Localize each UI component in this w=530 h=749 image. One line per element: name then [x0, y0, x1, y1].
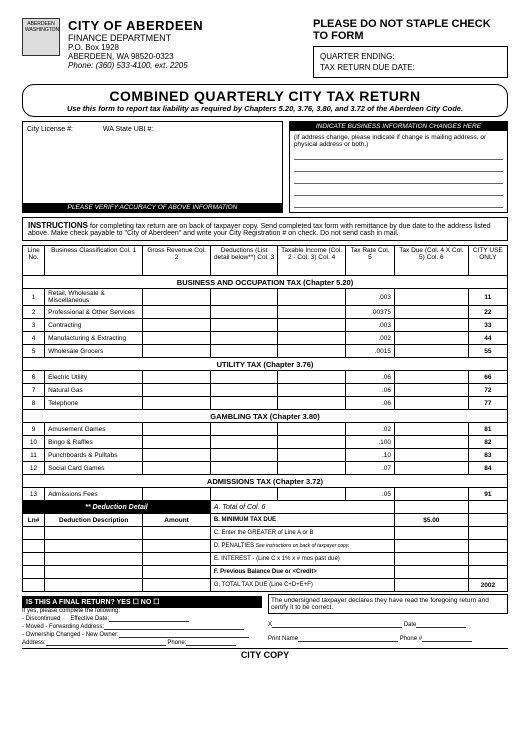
dept-name: FINANCE DEPARTMENT: [68, 33, 305, 43]
quarter-ending: QUARTER ENDING:: [320, 52, 501, 61]
sect-util: UTILITY TAX (Chapter 3.76): [23, 358, 508, 371]
sum-b-val: $5.00: [395, 514, 469, 527]
col-rate: Tax Rate Col. 5: [345, 246, 394, 276]
table-row: 4Manufacturing & Extracting.00244: [23, 332, 508, 345]
table-row: 10Bingo & Raffles.10082: [23, 436, 508, 449]
form-subtitle: Use this form to report tax liability as…: [29, 104, 501, 113]
table-header: Line No. Business Classification Col. 1 …: [23, 246, 508, 276]
col-inc: Taxable Income (Col. 2 - Col. 3) Col. 4: [278, 246, 346, 276]
col-line: Line No.: [23, 246, 45, 276]
instr-bold: INSTRUCTIONS: [28, 221, 88, 230]
changes-box: INDICATE BUSINESS INFORMATION CHANGES HE…: [289, 121, 508, 213]
staple-warning: PLEASE DO NOT STAPLE CHECK TO FORM: [313, 18, 508, 42]
org-block: CITY OF ABERDEEN FINANCE DEPARTMENT P.O.…: [68, 18, 305, 78]
final-section: IS THIS A FINAL RETURN? YES ☐ NO ☐ If ye…: [22, 594, 508, 646]
ded-subhdr: Ln# Deduction Description Amount B. MINI…: [23, 514, 508, 527]
title-bar: COMBINED QUARTERLY CITY TAX RETURN Use t…: [22, 84, 508, 117]
table-row: 2Professional & Other Services.0037522: [23, 306, 508, 319]
col-class: Business Classification Col. 1: [45, 246, 143, 276]
sum-g-code: 2002: [468, 579, 507, 592]
instructions: INSTRUCTIONS for completing tax return a…: [22, 217, 508, 241]
tax-form-page: ABERDEEN WASHINGTON CITY OF ABERDEEN FIN…: [0, 0, 530, 749]
table-row: 1Retail, Wholesale & Miscellaneous.00311: [23, 289, 508, 306]
table-row: 12Social Card Games.0784: [23, 462, 508, 475]
table-row: 11Punchboards & Pulltabs.1083: [23, 449, 508, 462]
sum-d: D. PENALTIES See instructions on back of…: [210, 540, 394, 553]
table-row: 6Electric Utility.0666: [23, 371, 508, 384]
sum-f: F. Previous Balance Due or <Credit>: [210, 566, 394, 579]
city-seal-icon: ABERDEEN WASHINGTON: [22, 18, 60, 56]
final-return-bar: IS THIS A FINAL RETURN? YES ☐ NO ☐: [22, 596, 262, 608]
header: ABERDEEN WASHINGTON CITY OF ABERDEEN FIN…: [22, 18, 508, 78]
sect-bo: BUSINESS AND OCCUPATION TAX (Chapter 5.2…: [23, 276, 508, 289]
col-due: Tax Due (Col. 4 X Col. 5) Col. 6: [395, 246, 469, 276]
city-copy: CITY COPY: [22, 648, 508, 660]
sect-adm: ADMISSIONS TAX (Chapter 3.72): [23, 475, 508, 488]
license-box: City License #: WA State UBI #: PLEASE V…: [22, 121, 283, 213]
addr-2: ABERDEEN, WA 98520-0323: [68, 52, 305, 61]
table-row: 8Telephone.0677: [23, 397, 508, 410]
sum-e: E. INTEREST - (Line C x 1% x # mos past …: [210, 553, 394, 566]
table-row: 9Amusement Games.0281: [23, 423, 508, 436]
table-row: 13Admissions Fees.0591: [23, 488, 508, 501]
changes-text: (If address change, please indicate if c…: [294, 134, 503, 148]
instr-text: for completing tax return are on back of…: [28, 223, 491, 237]
changes-bar: INDICATE BUSINESS INFORMATION CHANGES HE…: [290, 122, 507, 131]
header-right: PLEASE DO NOT STAPLE CHECK TO FORM QUART…: [313, 18, 508, 78]
table-row: 7Natural Gas.0672: [23, 384, 508, 397]
col-city: CITY USE ONLY: [468, 246, 507, 276]
ubi-label: WA State UBI #:: [103, 126, 153, 133]
deduction-header: ** Deduction Detail A. Total of Col. 6: [23, 501, 508, 514]
info-row: City License #: WA State UBI #: PLEASE V…: [22, 121, 508, 213]
city-name: CITY OF ABERDEEN: [68, 18, 305, 33]
col-ded: Deductions (List detail below**) Col. 3: [210, 246, 278, 276]
declare-box: The undersigned taxpayer declares they h…: [268, 594, 508, 614]
sum-c: C. Enter the GREATER of Line A or B: [210, 527, 394, 540]
verify-bar: PLEASE VERIFY ACCURACY OF ABOVE INFORMAT…: [23, 203, 282, 212]
sum-g: G. TOTAL TAX DUE (Line C+D+E+F): [210, 579, 394, 592]
col-rev: Gross Revenue Col. 2: [143, 246, 211, 276]
sect-gamb: GAMBLING TAX (Chapter 3.80): [23, 410, 508, 423]
sum-b: B. MINIMUM TAX DUE: [210, 514, 394, 527]
quarter-box: QUARTER ENDING: TAX RETURN DUE DATE:: [313, 46, 508, 78]
phone: Phone: (360) 533-4100, ext. 2205: [68, 61, 305, 70]
addr-1: P.O. Box 1928: [68, 43, 305, 52]
table-row: 3Contracting.00333: [23, 319, 508, 332]
due-date: TAX RETURN DUE DATE:: [320, 63, 501, 72]
form-title: COMBINED QUARTERLY CITY TAX RETURN: [29, 88, 501, 104]
sum-a: A. Total of Col. 6: [210, 501, 394, 514]
table-row: 5Wholesale Grocers.001555: [23, 345, 508, 358]
tax-table: Line No. Business Classification Col. 1 …: [22, 245, 508, 592]
license-label: City License #:: [27, 126, 73, 133]
